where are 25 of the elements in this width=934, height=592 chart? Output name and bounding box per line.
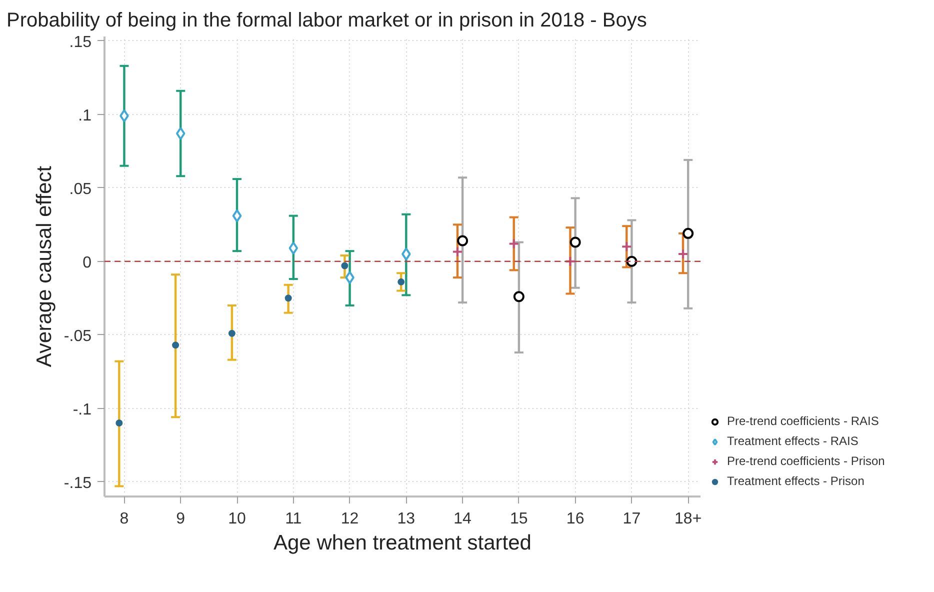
x-tick-label: 16 bbox=[566, 510, 584, 528]
y-tick-label: .1 bbox=[78, 107, 92, 124]
legend-label: Treatment effects - Prison bbox=[727, 474, 864, 488]
y-axis-title: Average causal effect bbox=[32, 166, 56, 368]
y-tick-label: -.1 bbox=[72, 401, 92, 418]
x-tick-label: 12 bbox=[340, 510, 359, 528]
x-tick-label: 15 bbox=[510, 510, 528, 528]
x-tick-label: 13 bbox=[397, 510, 416, 528]
x-tick-label: 17 bbox=[622, 510, 641, 528]
y-tick-label: 0 bbox=[82, 254, 92, 272]
legend-label: Treatment effects - RAIS bbox=[727, 434, 858, 448]
y-tick-label: .05 bbox=[69, 180, 92, 198]
x-tick-label: 10 bbox=[228, 510, 246, 528]
y-tick-label: -.15 bbox=[64, 474, 92, 492]
y-tick-label: .15 bbox=[69, 34, 92, 51]
x-tick-label: 9 bbox=[176, 510, 186, 528]
legend-label: Pre-trend coefficients - RAIS bbox=[727, 414, 879, 428]
y-tick-label: -.05 bbox=[64, 328, 92, 345]
x-tick-label: 11 bbox=[285, 510, 302, 528]
x-axis-title: Age when treatment started bbox=[274, 532, 532, 554]
chart-title: Probability of being in the formal labor market or in prison in 2018 - Boys bbox=[6, 10, 647, 32]
x-tick-label: 8 bbox=[120, 510, 129, 528]
x-tick-label: 14 bbox=[454, 510, 472, 528]
x-tick-label: 18+ bbox=[674, 510, 702, 528]
legend-label: Pre-trend coefficients - Prison bbox=[727, 454, 885, 468]
